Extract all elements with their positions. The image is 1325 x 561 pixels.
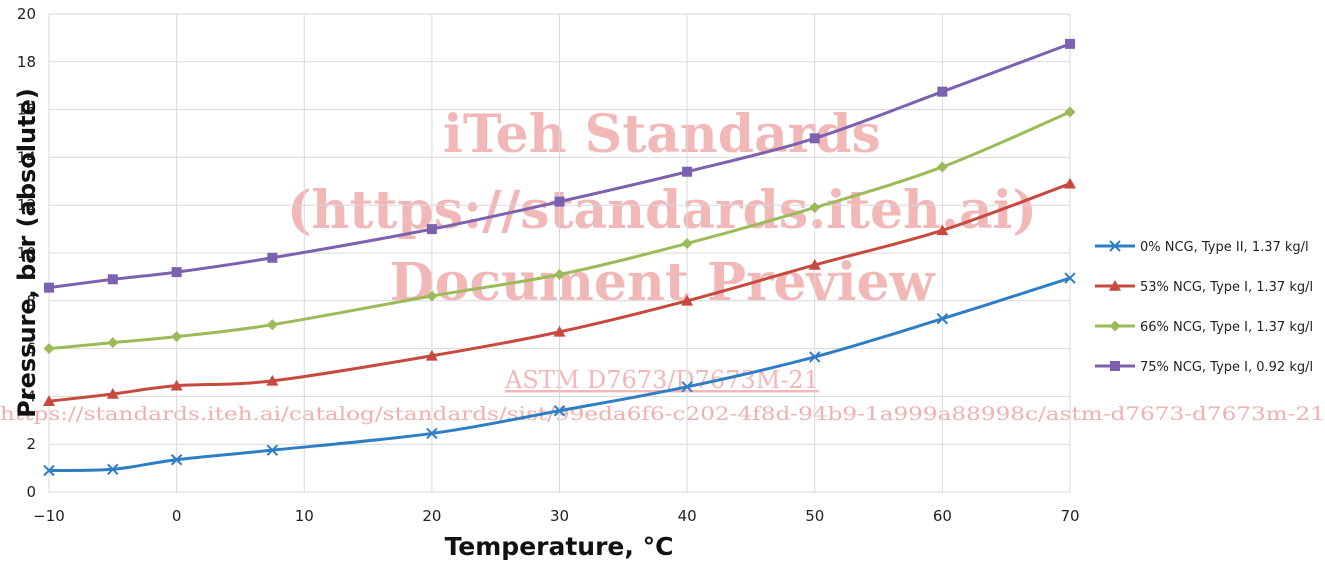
y-tick-label: 16 (17, 101, 36, 119)
data-point-triangle-marker (106, 388, 119, 399)
x-tick-label: 60 (933, 507, 952, 525)
x-tick-label: 30 (550, 507, 569, 525)
data-point-square-marker (809, 133, 820, 144)
series-line (48, 110, 1071, 351)
data-point-square-marker (682, 166, 693, 177)
data-point-square-marker (171, 267, 182, 278)
x-tick-label: 10 (295, 507, 314, 525)
watermark: iTeh Standards (https://standards.iteh.a… (0, 104, 1325, 425)
data-point-diamond-marker (43, 343, 55, 355)
data-point-x-marker (1109, 240, 1121, 252)
data-point-x-marker (809, 351, 821, 363)
series-line (48, 276, 1071, 472)
x-tick-label: 20 (422, 507, 441, 525)
data-point-square-marker (1110, 361, 1120, 371)
data-point-square-marker (554, 196, 565, 207)
y-tick-label: 10 (17, 244, 36, 262)
watermark-line-4: ASTM D7673/D7673M-21 (504, 366, 819, 394)
data-point-square-marker (44, 282, 54, 293)
watermark-line-1: iTeh Standards (443, 104, 881, 165)
y-tick-label: 20 (17, 5, 36, 23)
y-tick-label: 6 (26, 340, 36, 358)
data-point-triangle-marker (936, 224, 949, 236)
data-point-triangle-marker (266, 374, 279, 386)
data-point-triangle-marker (808, 258, 821, 270)
series-line (48, 182, 1071, 403)
data-point-x-marker (43, 464, 55, 477)
legend-label: 66% NCG, Type I, 1.37 kg/l (1140, 320, 1313, 335)
data-point-square-marker (107, 274, 118, 285)
data-point-triangle-marker (170, 379, 183, 391)
legend-label: 53% NCG, Type I, 1.37 kg/l (1140, 280, 1313, 295)
x-tick-label: −10 (33, 507, 65, 525)
y-tick-label: 0 (26, 483, 36, 501)
data-point-triangle-marker (1109, 280, 1121, 291)
data-point-diamond-marker (936, 161, 948, 173)
series-0 (43, 272, 1076, 477)
y-axis-ticks: 0 2 4 6 8 10 12 14 16 18 20 (17, 5, 36, 501)
data-point-x-marker (170, 454, 183, 466)
data-point-x-marker (553, 405, 566, 417)
legend-entry: 75% NCG, Type I, 0.92 kg/l (1095, 360, 1313, 375)
data-point-diamond-marker (107, 337, 119, 349)
y-axis-title: Pressure, bar (absolute) (13, 88, 41, 418)
watermark-line-3: Document Preview (390, 252, 936, 313)
data-point-x-marker (266, 444, 279, 456)
grid (48, 13, 1071, 493)
series-2 (43, 106, 1076, 355)
y-tick-label: 8 (26, 292, 36, 310)
data-point-square-marker (1065, 38, 1075, 49)
data-point-diamond-marker (681, 237, 693, 249)
x-tick-label: 40 (678, 507, 697, 525)
data-point-square-marker (267, 252, 278, 263)
data-point-diamond-marker (809, 202, 821, 214)
y-tick-label: 18 (17, 53, 36, 71)
legend-label: 0% NCG, Type II, 1.37 kg/l (1140, 240, 1309, 255)
data-point-triangle-marker (553, 325, 566, 337)
series-3 (44, 38, 1075, 293)
data-point-diamond-marker (554, 269, 565, 281)
legend: 0% NCG, Type II, 1.37 kg/l 53% NCG, Type … (1095, 240, 1313, 375)
x-tick-label: 70 (1060, 507, 1079, 525)
x-tick-label: 0 (172, 507, 182, 525)
watermark-line-2: (https://standards.iteh.ai) (287, 180, 1037, 241)
legend-entry: 0% NCG, Type II, 1.37 kg/l (1095, 240, 1309, 255)
data-point-diamond-marker (266, 319, 278, 331)
series-group (43, 38, 1076, 477)
data-point-triangle-marker (1064, 177, 1076, 189)
data-point-diamond-marker (426, 290, 438, 302)
x-tick-label: 50 (805, 507, 824, 525)
data-point-diamond-marker (171, 331, 183, 343)
data-point-diamond-marker (1064, 106, 1076, 118)
series-line (48, 42, 1071, 290)
data-point-square-marker (426, 224, 437, 235)
y-tick-label: 14 (17, 148, 36, 166)
data-point-x-marker (681, 381, 693, 393)
data-point-x-marker (936, 313, 949, 325)
watermark-url: https://standards.iteh.ai/catalog/standa… (0, 403, 1325, 425)
y-tick-label: 4 (26, 387, 36, 405)
x-axis-ticks: −10 0 10 20 30 40 50 60 70 (33, 507, 1079, 525)
data-point-square-marker (937, 86, 948, 97)
data-point-x-marker (107, 463, 119, 476)
data-point-triangle-marker (425, 349, 438, 361)
data-point-triangle-marker (681, 294, 694, 306)
legend-entry: 66% NCG, Type I, 1.37 kg/l (1095, 320, 1313, 335)
data-point-triangle-marker (43, 395, 55, 406)
data-point-diamond-marker (1109, 320, 1121, 332)
legend-label: 75% NCG, Type I, 0.92 kg/l (1140, 360, 1313, 375)
x-axis-title: Temperature, °C (445, 532, 674, 561)
data-point-x-marker (426, 427, 438, 440)
data-point-x-marker (1064, 272, 1076, 284)
legend-entry: 53% NCG, Type I, 1.37 kg/l (1095, 280, 1313, 295)
y-tick-label: 2 (26, 435, 36, 453)
series-1 (43, 177, 1076, 406)
y-tick-label: 12 (17, 196, 36, 214)
